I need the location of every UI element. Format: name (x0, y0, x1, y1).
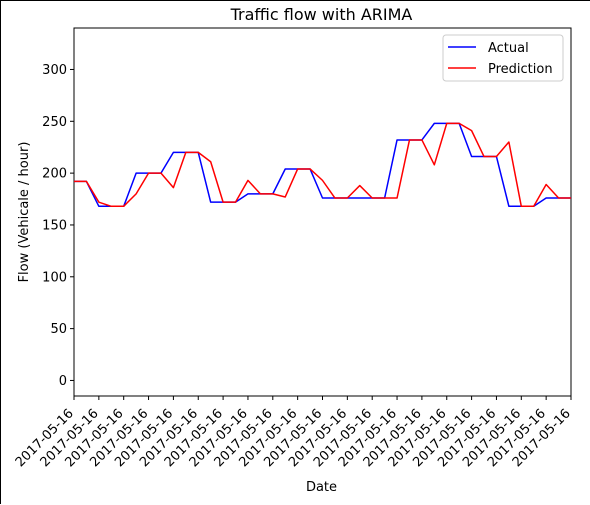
y-tick-label: 200 (42, 167, 67, 182)
legend: Actual Prediction (442, 34, 564, 82)
legend-label-actual: Actual (488, 41, 529, 56)
series-layer (74, 122, 571, 208)
legend-label-prediction: Prediction (488, 62, 553, 77)
y-tick-label: 50 (50, 322, 67, 337)
y-axis-label: Flow (Vehicale / hour) (17, 142, 32, 283)
x-axis-label: Date (306, 480, 337, 495)
y-tick-label: 150 (42, 218, 67, 233)
y-tick-label: 300 (42, 63, 67, 78)
plot-frame (73, 27, 572, 397)
y-tick-label: 250 (42, 115, 67, 130)
y-axis: 0 50 100 150 200 250 300 (42, 63, 74, 389)
chart-title: Traffic flow with ARIMA (230, 5, 413, 24)
y-tick-label: 100 (42, 270, 67, 285)
x-axis: 2017-05-162017-05-162017-05-162017-05-16… (13, 396, 574, 470)
plot-area (73, 27, 572, 397)
y-tick-label: 0 (59, 374, 67, 389)
series-line-prediction (74, 122, 571, 208)
